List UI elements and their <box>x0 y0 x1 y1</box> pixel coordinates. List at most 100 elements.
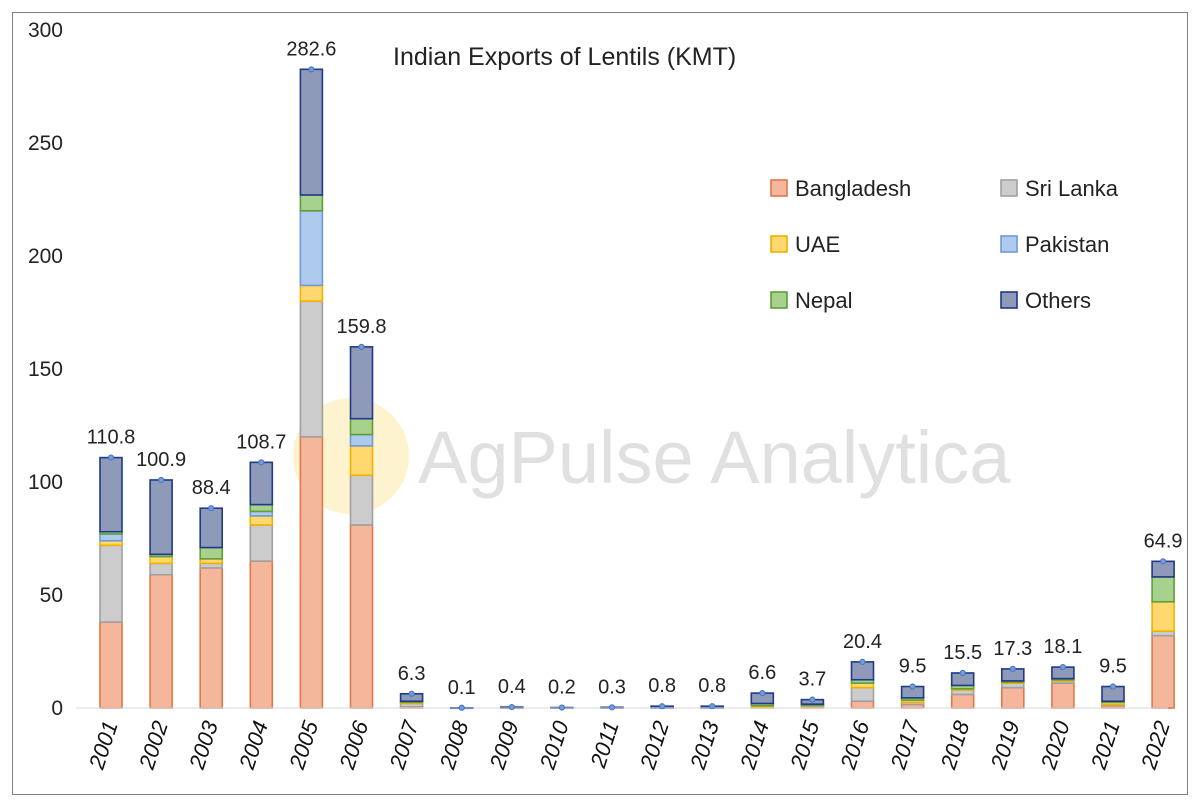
legend: Bangladesh Sri Lanka UAE Pakistan Nepal Other… <box>770 176 1119 313</box>
x-tick-label: 2006 <box>334 717 373 773</box>
x-tick-label: 2013 <box>685 717 724 773</box>
total-data-label: 20.4 <box>843 631 882 653</box>
legend-item-sri-lanka: Sri Lanka <box>1000 176 1119 201</box>
total-data-label: 3.7 <box>798 669 826 691</box>
legend-label: UAE <box>795 232 840 257</box>
bar-segment-bangladesh <box>1000 686 1025 709</box>
total-data-label: 100.9 <box>136 449 186 471</box>
legend-item-uae: UAE <box>770 232 840 257</box>
bar-segment-bangladesh <box>149 573 173 709</box>
bar-segment-bangladesh <box>299 435 324 709</box>
total-data-label: 0.1 <box>448 677 476 699</box>
total-data-label: 15.5 <box>943 642 982 664</box>
x-tick-label: 2018 <box>935 717 974 773</box>
x-tick-label: 2022 <box>1136 718 1175 773</box>
y-tick-label: 150 <box>28 358 63 381</box>
legend-swatch <box>770 179 788 197</box>
chart-frame: AgPulse Analytica 0 50 100 150 200 250 300 200… <box>12 12 1188 795</box>
total-marker <box>158 476 165 484</box>
bar-segment-bangladesh <box>249 560 274 709</box>
legend-item-bangladesh: Bangladesh <box>770 176 911 201</box>
total-data-label: 282.6 <box>286 38 336 60</box>
y-axis: 0 50 100 150 200 250 300 <box>28 19 63 720</box>
y-tick-label: 300 <box>28 19 63 42</box>
legend-swatch <box>1000 291 1018 309</box>
legend-item-pakistan: Pakistan <box>1000 232 1109 257</box>
bar-segment-others <box>249 461 274 506</box>
bar-segment-pakistan <box>349 433 374 447</box>
bar-segment-others <box>349 346 374 420</box>
x-tick-label: 2001 <box>84 718 123 773</box>
total-data-label: 9.5 <box>1099 656 1127 678</box>
total-marker <box>258 459 265 466</box>
legend-item-nepal: Nepal <box>770 288 852 313</box>
bar-segment-bangladesh <box>99 621 123 709</box>
bar-segment-nepal <box>249 503 274 513</box>
y-tick-label: 200 <box>28 245 63 268</box>
bar-segment-sri-lanka <box>850 686 875 703</box>
bar-segment-others <box>299 68 324 196</box>
x-tick-label: 2008 <box>434 717 473 773</box>
x-tick-label: 2016 <box>835 717 874 773</box>
total-marker <box>659 703 666 710</box>
bars <box>99 68 1175 710</box>
x-tick-label: 2005 <box>284 717 323 773</box>
total-marker <box>1009 665 1016 673</box>
total-data-label: 64.9 <box>1144 530 1183 552</box>
legend-item-others: Others <box>1000 288 1091 313</box>
total-data-label: 6.3 <box>398 663 426 685</box>
bar-segment-bangladesh <box>950 693 975 709</box>
bar-segment-bangladesh <box>349 524 374 709</box>
total-data-label: 159.8 <box>336 316 386 338</box>
x-axis: 2001 2002 2003 2004 2005 2006 2007 2008 2009 2010… <box>76 707 1175 773</box>
legend-swatch <box>1000 235 1018 253</box>
y-tick-label: 50 <box>40 584 63 607</box>
bar-segment-sri-lanka <box>299 300 324 438</box>
x-tick-label: 2014 <box>735 718 774 773</box>
bar-segment-bangladesh <box>850 700 875 709</box>
watermark: AgPulse Analytica <box>293 398 1011 514</box>
bar-segment-sri-lanka <box>249 524 274 562</box>
total-data-label: 88.4 <box>192 477 231 499</box>
bar-segment-nepal <box>349 417 374 436</box>
total-marker <box>408 690 415 697</box>
total-data-label: 0.4 <box>498 676 526 698</box>
x-tick-label: 2003 <box>184 717 223 773</box>
bar-segment-sri-lanka <box>349 474 374 526</box>
total-data-label: 6.6 <box>748 662 776 684</box>
x-tick-label: 2020 <box>1035 717 1074 773</box>
total-data-label: 108.7 <box>236 431 286 453</box>
total-marker <box>859 658 866 665</box>
bar-segment-nepal <box>199 546 223 560</box>
total-marker <box>308 66 315 73</box>
total-marker <box>508 703 515 711</box>
bar-segment-uae <box>249 515 274 526</box>
total-marker <box>959 669 966 677</box>
total-data-label: 0.3 <box>598 676 626 698</box>
bar-segment-nepal <box>1151 576 1175 603</box>
x-tick-label: 2004 <box>234 718 273 773</box>
bar-segment-bangladesh <box>1151 634 1175 709</box>
total-data-label: 17.3 <box>993 638 1032 660</box>
bar-segment-bangladesh <box>199 567 223 709</box>
x-tick-label: 2009 <box>484 718 523 773</box>
total-data-label: 9.5 <box>899 656 927 678</box>
legend-label: Others <box>1025 288 1091 313</box>
total-marker <box>107 454 115 461</box>
legend-label: Nepal <box>795 288 852 313</box>
bar-segment-bangladesh <box>1051 682 1075 709</box>
x-tick-label: 2010 <box>534 717 573 773</box>
bar-segment-pakistan <box>99 533 123 542</box>
bar-segment-others <box>199 507 223 549</box>
total-data-label: 110.8 <box>87 427 136 449</box>
x-tick-label: 2021 <box>1086 718 1125 773</box>
y-tick-label: 0 <box>51 697 63 720</box>
total-marker <box>608 704 616 711</box>
legend-swatch <box>1000 179 1018 197</box>
x-tick-label: 2019 <box>985 718 1024 773</box>
bar-segment-uae <box>149 555 173 565</box>
total-marker <box>909 683 916 690</box>
bar-segment-others <box>99 456 123 533</box>
total-marker <box>809 696 816 703</box>
